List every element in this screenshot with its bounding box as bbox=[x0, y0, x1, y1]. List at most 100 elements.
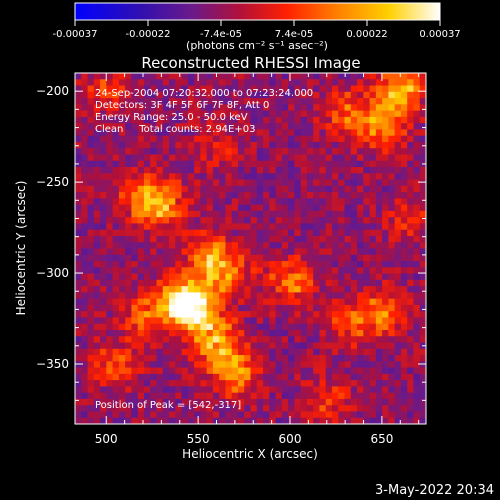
heatmap-cell bbox=[100, 210, 107, 218]
heatmap-cell bbox=[388, 317, 396, 325]
heatmap-cell bbox=[256, 329, 264, 337]
heatmap-cell bbox=[300, 167, 308, 174]
heatmap-cell bbox=[131, 298, 139, 306]
heatmap-cell bbox=[325, 261, 333, 268]
heatmap-cell bbox=[250, 273, 258, 281]
heatmap-cell bbox=[382, 392, 389, 400]
heatmap-cell bbox=[281, 373, 289, 381]
heatmap-cell bbox=[294, 367, 302, 375]
heatmap-cell bbox=[338, 386, 346, 394]
heatmap-cell bbox=[269, 79, 277, 87]
heatmap-cell bbox=[175, 348, 183, 356]
heatmap-cell bbox=[162, 273, 170, 281]
heatmap-cell bbox=[369, 148, 377, 156]
heatmap-cell bbox=[150, 286, 158, 293]
heatmap-cell bbox=[313, 323, 321, 331]
heatmap-cell bbox=[194, 79, 201, 87]
heatmap-cell bbox=[275, 267, 283, 275]
heatmap-cell bbox=[350, 405, 358, 413]
heatmap-cell bbox=[131, 411, 139, 419]
heatmap-cell bbox=[419, 286, 426, 293]
heatmap-cell bbox=[363, 380, 371, 387]
heatmap-cell bbox=[394, 79, 402, 87]
heatmap-cell bbox=[263, 254, 270, 262]
heatmap-cell bbox=[331, 223, 339, 231]
heatmap-cell bbox=[325, 91, 333, 99]
heatmap-cell bbox=[300, 154, 308, 162]
heatmap-cell bbox=[225, 104, 233, 112]
heatmap-cell bbox=[125, 411, 133, 419]
heatmap-cell bbox=[194, 323, 201, 331]
heatmap-cell bbox=[263, 198, 270, 206]
heatmap-cell bbox=[350, 386, 358, 394]
heatmap-cell bbox=[407, 116, 415, 124]
heatmap-cell bbox=[125, 210, 133, 218]
heatmap-cell bbox=[156, 123, 164, 131]
heatmap-cell bbox=[93, 135, 101, 143]
heatmap-cell bbox=[319, 286, 327, 293]
heatmap-cell bbox=[137, 361, 145, 369]
heatmap-cell bbox=[306, 217, 314, 225]
heatmap-cell bbox=[106, 217, 114, 225]
heatmap-cell bbox=[250, 141, 258, 149]
heatmap-cell bbox=[306, 129, 314, 137]
heatmap-cell bbox=[256, 405, 264, 413]
heatmap-cell bbox=[194, 217, 201, 225]
heatmap-cell bbox=[200, 141, 208, 149]
heatmap-cell bbox=[212, 123, 220, 131]
heatmap-cell bbox=[281, 91, 289, 99]
heatmap-cell bbox=[363, 367, 371, 375]
heatmap-cell bbox=[137, 160, 145, 168]
heatmap-cell bbox=[106, 342, 114, 350]
heatmap-cell bbox=[87, 336, 95, 344]
heatmap-cell bbox=[187, 173, 195, 181]
heatmap-cell bbox=[250, 311, 258, 319]
heatmap-cell bbox=[331, 235, 339, 243]
heatmap-cell bbox=[169, 292, 176, 300]
heatmap-cell bbox=[150, 173, 158, 181]
heatmap-cell bbox=[382, 198, 389, 206]
heatmap-cell bbox=[319, 417, 327, 424]
heatmap-cell bbox=[331, 248, 339, 256]
heatmap-cell bbox=[125, 392, 133, 400]
heatmap-cell bbox=[325, 242, 333, 250]
heatmap-cell bbox=[131, 248, 139, 256]
heatmap-cell bbox=[306, 304, 314, 312]
heatmap-cell bbox=[400, 323, 408, 331]
heatmap-cell bbox=[244, 173, 252, 181]
heatmap-cell bbox=[150, 317, 158, 325]
heatmap-cell bbox=[181, 141, 189, 149]
heatmap-cell bbox=[131, 292, 139, 300]
heatmap-cell bbox=[313, 292, 321, 300]
heatmap-cell bbox=[325, 267, 333, 275]
heatmap-cell bbox=[256, 242, 264, 250]
heatmap-cell bbox=[112, 229, 120, 237]
heatmap-cell bbox=[244, 235, 252, 243]
heatmap-cell bbox=[231, 361, 239, 369]
heatmap-cell bbox=[331, 267, 339, 275]
heatmap-cell bbox=[331, 405, 339, 413]
heatmap-cell bbox=[106, 373, 114, 381]
heatmap-cell bbox=[118, 417, 126, 424]
heatmap-cell bbox=[269, 154, 277, 162]
heatmap-cell bbox=[200, 317, 208, 325]
heatmap-cell bbox=[87, 192, 95, 199]
heatmap-cell bbox=[407, 386, 415, 394]
heatmap-cell bbox=[194, 311, 201, 319]
heatmap-cell bbox=[288, 104, 295, 112]
heatmap-cell bbox=[219, 98, 227, 105]
heatmap-cell bbox=[400, 298, 408, 306]
heatmap-cell bbox=[413, 342, 421, 350]
heatmap-cell bbox=[419, 273, 426, 281]
heatmap-cell bbox=[357, 85, 364, 93]
heatmap-cell bbox=[225, 273, 233, 281]
heatmap-cell bbox=[93, 380, 101, 387]
heatmap-cell bbox=[125, 223, 133, 231]
heatmap-cell bbox=[400, 141, 408, 149]
heatmap-cell bbox=[106, 116, 114, 124]
heatmap-cell bbox=[219, 261, 227, 268]
heatmap-cell bbox=[81, 229, 89, 237]
heatmap-cell bbox=[131, 367, 139, 375]
heatmap-cell bbox=[187, 279, 195, 287]
